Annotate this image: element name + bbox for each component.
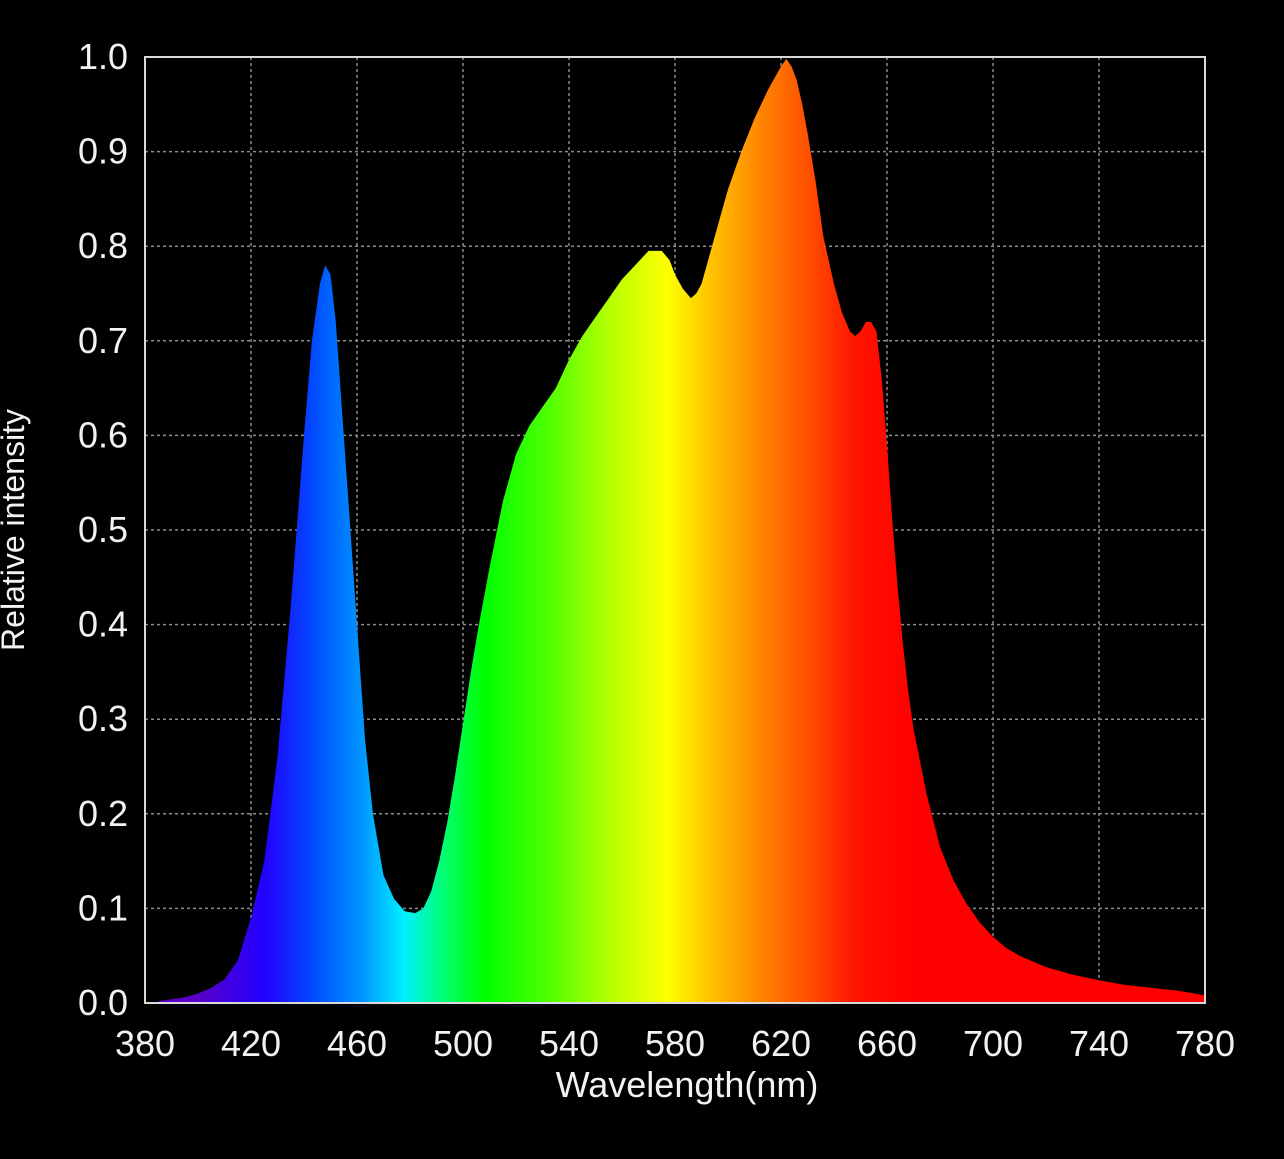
spectrum-area-layer [158,58,1205,1003]
x-tick-label: 660 [857,1023,917,1064]
x-tick-label: 580 [645,1023,705,1064]
x-tick-label: 780 [1175,1023,1235,1064]
y-tick-label: 0.4 [78,604,128,645]
x-tick-label: 500 [433,1023,493,1064]
y-tick-label: 0.5 [78,509,128,550]
x-tick-label: 700 [963,1023,1023,1064]
y-tick-label: 1.0 [78,36,128,77]
x-tick-label: 460 [327,1023,387,1064]
x-tick-labels: 380 420 460 500 540 580 620 660 700 740 780 [115,1023,1235,1064]
y-tick-label: 0.1 [78,887,128,928]
y-tick-label: 0.8 [78,225,128,266]
y-tick-label: 0.7 [78,320,128,361]
y-tick-label: 0.0 [78,982,128,1023]
y-tick-label: 0.9 [78,131,128,172]
y-tick-label: 0.6 [78,414,128,455]
x-tick-label: 620 [751,1023,811,1064]
plot-frame [144,56,1206,1004]
y-axis-label: Relative intensity [0,409,31,651]
y-tick-label: 0.3 [78,698,128,739]
x-tick-label: 540 [539,1023,599,1064]
x-tick-label: 380 [115,1023,175,1064]
y-tick-labels: 0.0 0.1 0.2 0.3 0.4 0.5 0.6 0.7 0.8 0.9 1.0 [78,36,128,1023]
x-tick-label: 420 [221,1023,281,1064]
spectrum-area [158,58,1205,1003]
x-tick-label: 740 [1069,1023,1129,1064]
x-axis-label: Wavelength(nm) [556,1064,819,1105]
y-tick-label: 0.2 [78,793,128,834]
